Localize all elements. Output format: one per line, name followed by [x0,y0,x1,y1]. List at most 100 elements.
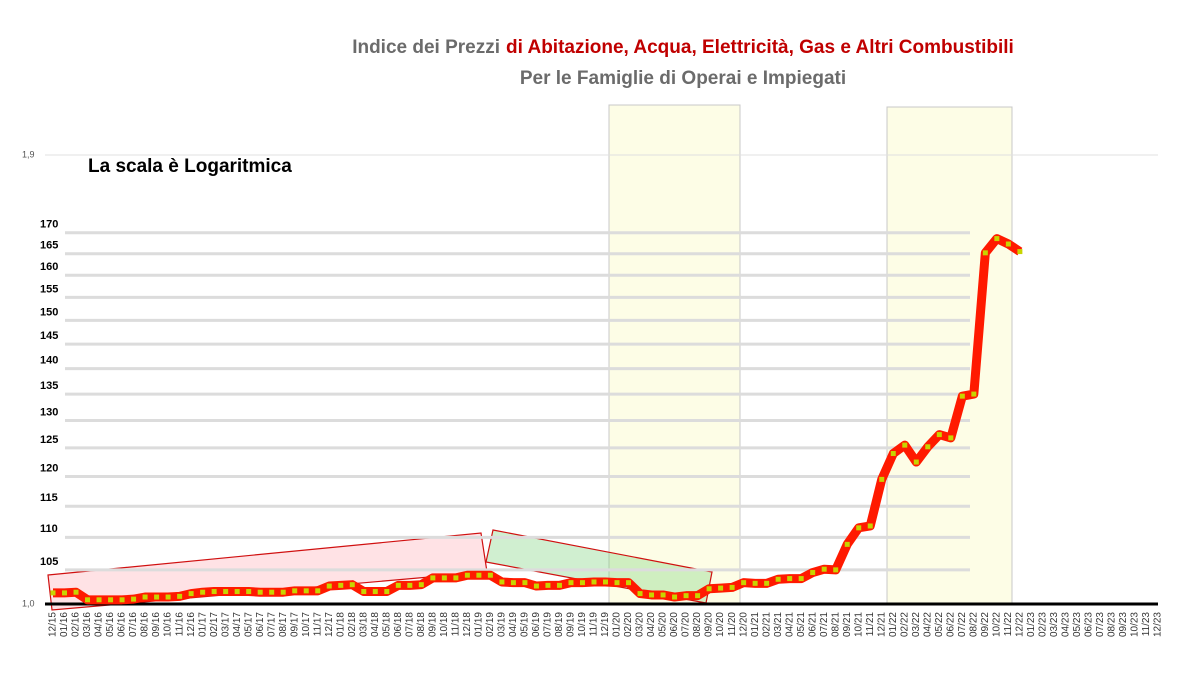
x-tick-label: 10/19 [577,612,588,637]
point-marker [913,459,919,465]
point-marker [959,393,965,399]
point-marker [844,541,850,547]
point-marker [706,586,712,592]
point-marker [165,594,171,600]
x-tick-label: 05/23 [1072,612,1083,637]
x-tick-label: 04/21 [784,612,795,637]
point-marker [556,582,562,588]
x-tick-label: 03/19 [497,612,508,637]
point-marker [476,572,482,578]
point-marker [579,580,585,586]
point-marker [729,584,735,590]
y-tick-label: 115 [40,492,58,504]
x-tick-label: 12/23 [1153,612,1164,637]
point-marker [292,588,298,594]
x-tick-label: 11/18 [451,612,462,637]
point-marker [856,525,862,531]
x-tick-label: 08/20 [692,612,703,637]
x-tick-label: 09/23 [1118,612,1129,637]
x-tick-label: 09/17 [289,612,300,637]
point-marker [361,589,367,595]
x-tick-label: 06/20 [669,612,680,637]
x-tick-label: 05/22 [934,612,945,637]
x-tick-label: 12/21 [876,612,887,637]
x-tick-label: 01/19 [474,612,485,637]
point-marker [936,432,942,438]
point-marker [395,582,401,588]
x-tick-label: 05/19 [520,612,531,637]
point-marker [62,590,68,596]
point-marker [1017,249,1023,255]
x-tick-label: 02/22 [899,612,910,637]
x-tick-label: 04/20 [646,612,657,637]
y-tick-label: 170 [40,219,58,231]
x-tick-label: 02/16 [71,612,82,637]
x-tick-label: 06/21 [807,612,818,637]
point-marker [522,580,528,586]
point-marker [464,572,470,578]
point-marker [626,580,632,586]
point-marker [338,582,344,588]
point-marker [499,579,505,585]
x-tick-label: 08/22 [968,612,979,637]
x-tick-label: 09/19 [566,612,577,637]
point-marker [407,582,413,588]
point-marker [418,582,424,588]
y-tick-label: 160 [40,261,58,273]
x-tick-label: 07/16 [128,612,139,637]
x-tick-label: 06/17 [255,612,266,637]
x-tick-label: 10/18 [439,612,450,637]
x-tick-label: 08/16 [140,612,151,637]
point-marker [1005,241,1011,247]
x-tick-label: 04/23 [1061,612,1072,637]
x-tick-label: 09/20 [704,612,715,637]
x-tick-label: 04/18 [370,612,381,637]
point-marker [568,580,574,586]
x-tick-label: 06/22 [945,612,956,637]
point-marker [131,596,137,602]
x-tick-label: 06/16 [117,612,128,637]
point-marker [833,567,839,573]
y-tick-label: 105 [40,556,58,568]
point-marker [108,597,114,603]
x-tick-label: 11/20 [727,612,738,637]
x-tick-label: 05/18 [381,612,392,637]
x-tick-label: 12/16 [186,612,197,637]
x-tick-label: 05/21 [796,612,807,637]
x-tick-label: 06/18 [393,612,404,637]
y-tick-label: 110 [40,523,58,535]
x-tick-label: 08/18 [416,612,427,637]
x-tick-label: 05/17 [243,612,254,637]
point-marker [349,582,355,588]
point-marker [614,580,620,586]
point-marker [925,444,931,450]
x-tick-label: 03/17 [220,612,231,637]
x-tick-label: 03/22 [911,612,922,637]
point-marker [453,575,459,581]
x-tick-label: 11/22 [1003,612,1014,637]
grid: 1,0 105 110 115 120 125 130 135 140 145 150 155 160 1… [22,149,1164,637]
y-tick-label: 120 [40,462,58,474]
point-marker [211,589,217,595]
x-tick-label: 08/21 [830,612,841,637]
point-marker [326,583,332,589]
point-marker [764,580,770,586]
x-tick-label: 03/18 [358,612,369,637]
point-marker [372,589,378,595]
point-marker [441,575,447,581]
point-marker [752,580,758,586]
x-tick-label: 11/16 [174,612,185,637]
point-marker [487,572,493,578]
x-tick-label: 07/21 [819,612,830,637]
point-marker [303,588,309,594]
x-tick-label: 02/19 [485,612,496,637]
x-tick-label: 10/20 [715,612,726,637]
x-tick-label: 02/17 [209,612,220,637]
highlight-band [608,104,741,605]
point-marker [257,589,263,595]
x-tick-label: 10/22 [991,612,1002,637]
point-marker [119,597,125,603]
point-marker [821,566,827,572]
point-marker [200,589,206,595]
x-tick-label: 09/18 [427,612,438,637]
